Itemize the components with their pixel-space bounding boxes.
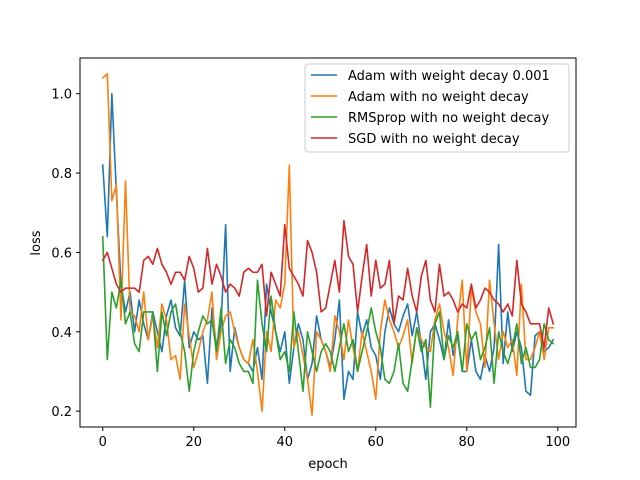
x-tick-label: 0 — [99, 435, 107, 450]
legend-label-1: Adam with weight decay 0.001 — [348, 69, 550, 84]
series-layer — [101, 73, 555, 416]
series-line-4 — [101, 219, 555, 349]
x-tick-label: 80 — [459, 435, 476, 450]
y-tick-label: 0.4 — [51, 326, 72, 341]
x-tick-label: 40 — [276, 435, 293, 450]
x-tick-label: 60 — [368, 435, 385, 450]
y-tick-label: 0.8 — [51, 167, 72, 182]
series-line-3 — [101, 235, 555, 408]
x-axis: 0 20 40 60 80 100 — [99, 427, 570, 450]
y-tick-label: 1.0 — [51, 88, 72, 103]
y-tick-label: 0.6 — [51, 246, 72, 261]
legend-label-2: Adam with no weight decay — [348, 90, 529, 105]
legend-label-3: RMSprop with no weight decay — [348, 111, 550, 126]
x-axis-title: epoch — [308, 457, 348, 472]
plot-frame — [79, 57, 577, 428]
legend: Adam with weight decay 0.001 Adam with no… — [304, 63, 570, 153]
y-axis-title: loss — [29, 230, 44, 255]
x-tick-label: 100 — [545, 435, 570, 450]
y-axis: 0.2 0.4 0.6 0.8 1.0 — [51, 88, 80, 420]
legend-box — [304, 63, 570, 153]
series-line-2 — [101, 73, 555, 416]
legend-label-4: SGD with no weight decay — [348, 132, 520, 147]
y-tick-label: 0.2 — [51, 405, 72, 420]
x-tick-label: 20 — [185, 435, 202, 450]
